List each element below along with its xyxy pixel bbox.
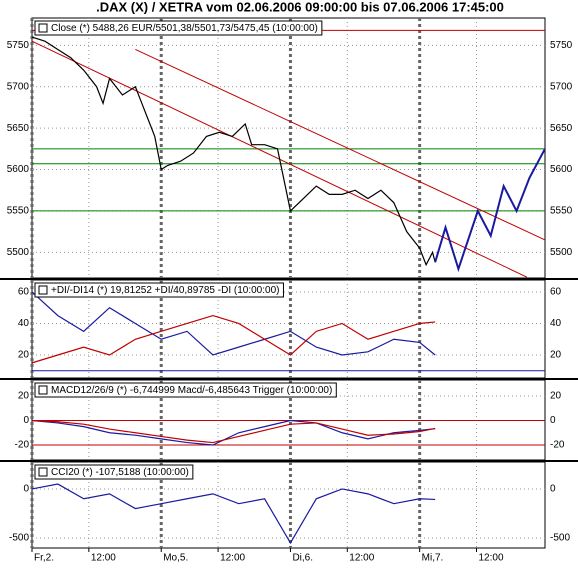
x-tick-label: Fr,2. xyxy=(34,553,54,564)
panel-frame xyxy=(31,17,546,279)
series-line xyxy=(31,36,436,267)
y-tick-label: 0 xyxy=(550,415,556,426)
y-tick-label: 0 xyxy=(23,415,29,426)
y-tick-label: 5650 xyxy=(7,123,30,134)
series-line xyxy=(31,314,436,364)
chart-title: .DAX (X) / XETRA vom 02.06.2006 09:00:00… xyxy=(96,0,504,14)
x-tick-label: Mo,5. xyxy=(163,553,188,564)
y-tick-label: 40 xyxy=(18,318,30,329)
y-tick-label: -20 xyxy=(15,440,30,451)
y-tick-label: 5700 xyxy=(550,81,573,92)
y-tick-label: 60 xyxy=(18,287,30,298)
y-tick-label: 5550 xyxy=(7,206,30,217)
x-tick-label: 12:00 xyxy=(479,553,504,564)
y-tick-label: 5750 xyxy=(550,40,573,51)
legend-swatch xyxy=(38,385,48,395)
legend-box xyxy=(34,464,194,480)
legend-text: +DI/-DI14 (*) 19,81252 +DI/40,89785 -DI … xyxy=(51,285,279,296)
y-tick-label: 5650 xyxy=(550,123,573,134)
legend-box xyxy=(34,20,323,36)
y-tick-label: 5500 xyxy=(550,247,573,258)
y-tick-label: 40 xyxy=(550,318,562,329)
y-tick-label: -500 xyxy=(9,533,29,544)
y-tick-label: 0 xyxy=(23,484,29,495)
y-tick-label: 5700 xyxy=(7,81,30,92)
series-line xyxy=(31,483,436,545)
legend-box xyxy=(34,382,337,398)
y-tick-label: 5550 xyxy=(550,206,573,217)
legend-box xyxy=(34,282,284,298)
y-tick-label: 5500 xyxy=(7,247,30,258)
x-tick-label: Di,6. xyxy=(292,553,313,564)
y-tick-label: 20 xyxy=(18,350,30,361)
legend-text: MACD12/26/9 (*) -6,744999 Macd/-6,485643… xyxy=(51,385,332,396)
trend-line xyxy=(135,49,546,241)
legend-text: CCI20 (*) -107,5188 (10:00:00) xyxy=(51,467,189,478)
legend-swatch xyxy=(38,23,48,33)
y-tick-label: -500 xyxy=(550,533,570,544)
y-tick-label: 60 xyxy=(550,287,562,298)
y-tick-label: 5600 xyxy=(7,164,30,175)
x-tick-label: 12:00 xyxy=(91,553,116,564)
x-tick-label: 12:00 xyxy=(220,553,245,564)
x-tick-label: 12:00 xyxy=(349,553,374,564)
series-line xyxy=(31,291,436,356)
series-line xyxy=(434,148,546,273)
series-line xyxy=(31,419,436,444)
y-tick-label: 5750 xyxy=(7,40,30,51)
y-tick-label: 20 xyxy=(550,350,562,361)
series-line xyxy=(31,419,436,446)
y-tick-label: 20 xyxy=(18,391,30,402)
y-tick-label: 20 xyxy=(550,391,562,402)
x-tick-label: Mi,7. xyxy=(422,553,444,564)
y-tick-label: 0 xyxy=(550,484,556,495)
y-tick-label: -20 xyxy=(550,440,565,451)
legend-swatch xyxy=(38,467,48,477)
legend-swatch xyxy=(38,285,48,295)
y-tick-label: 5600 xyxy=(550,164,573,175)
legend-text: Close (*) 5488,26 EUR/5501,38/5501,73/54… xyxy=(51,23,318,34)
